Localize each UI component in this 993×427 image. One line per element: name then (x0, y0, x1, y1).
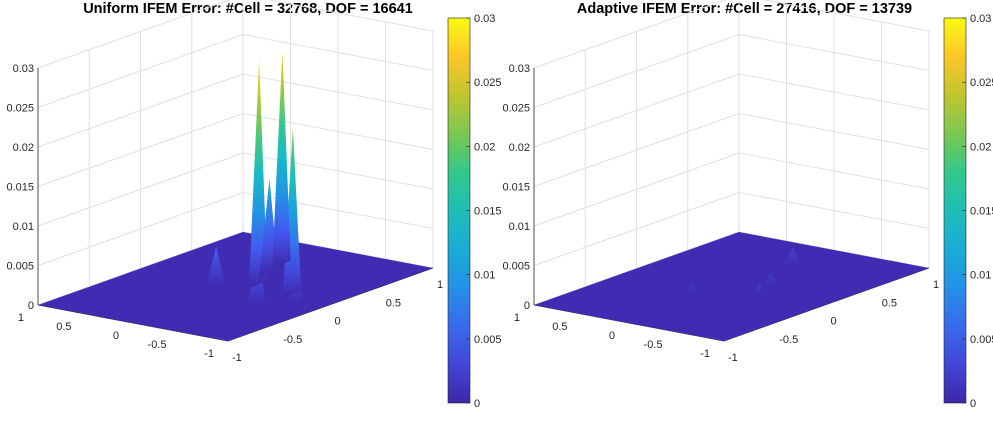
x-tick-label: 0.5 (882, 297, 897, 309)
error-peak (248, 59, 268, 289)
y-tick-label: -0.5 (644, 339, 663, 351)
colorbar-tick-label: 0.02 (474, 141, 495, 153)
z-tick-label: 0 (524, 300, 530, 312)
z-gridline (533, 112, 930, 187)
error-peak (205, 246, 225, 290)
z-gridline (533, 33, 930, 108)
x-tick-label: 0 (831, 316, 837, 328)
z-gridline (37, 152, 434, 227)
z-tick-label: 0.025 (6, 103, 34, 115)
axes-box: 0 0.005 0.01 0.015 0.02 0.025 0.03 -1 1 -0.5 0.5 0 0… (6, 0, 443, 364)
z-tick-label: 0.02 (13, 142, 34, 154)
colorbar-tick-label: 0.005 (970, 334, 993, 346)
chart-title: Uniform IFEM Error: #Cell = 32768, DOF =… (83, 1, 413, 17)
colorbar-tick-label: 0.03 (970, 13, 991, 25)
colorbar-tick-label: 0.005 (474, 334, 502, 346)
colorbar-tick-label: 0.025 (474, 77, 502, 89)
y-tick-label: 0 (113, 330, 119, 342)
error-peak (272, 51, 291, 269)
z-tick-label: 0.005 (6, 261, 34, 273)
z-tick-label: 0.015 (502, 182, 530, 194)
z-tick-label: 0.02 (509, 142, 530, 154)
adaptive-error-plot: Adaptive IFEM Error: #Cell = 27416, DOF … (496, 0, 993, 427)
y-tick-label: -0.5 (148, 339, 167, 351)
colorbar-tick-label: 0.02 (970, 141, 991, 153)
z-gridline (37, 0, 434, 69)
error-peak (760, 272, 779, 292)
z-tick-label: 0.03 (509, 63, 530, 75)
z-gridline (37, 112, 434, 187)
z-tick-label: 0.01 (13, 221, 34, 233)
error-peak (749, 283, 768, 301)
colorbar-tick-label: 0.015 (474, 206, 502, 218)
z-gridline (37, 33, 434, 108)
x-tick-label: 0.5 (386, 297, 401, 309)
x-tick-label: 1 (437, 279, 443, 291)
x-tick-label: -1 (232, 352, 242, 364)
colorbar-tick-label: 0 (970, 398, 976, 410)
error-peak (681, 283, 700, 300)
z-tick-label: 0.005 (502, 261, 530, 273)
y-tick-label: 0.5 (56, 321, 71, 333)
axes-box: 0 0.005 0.01 0.015 0.02 0.025 0.03 -1 1 -0.5 0.5 0 0… (502, 0, 939, 364)
x-tick-label: -0.5 (779, 334, 798, 346)
z-gridline (533, 0, 930, 69)
error-peak (782, 247, 801, 271)
z-tick-label: 0.015 (6, 182, 34, 194)
x-tick-label: 0 (335, 316, 341, 328)
y-tick-label: -1 (700, 348, 710, 360)
surface-plot-svg: 0 0.005 0.01 0.015 0.02 0.025 0.03 -1 1 -0.5 0.5 0 0… (502, 0, 993, 410)
y-tick-label: 0.5 (552, 321, 567, 333)
z-tick-label: 0 (28, 300, 34, 312)
surface-plot-svg: 0 0.005 0.01 0.015 0.02 0.025 0.03 -1 1 -0.5 0.5 0 0… (6, 0, 502, 410)
colorbar-tick-label: 0 (474, 398, 480, 410)
y-tick-label: 0 (609, 330, 615, 342)
colorbar-tick-label: 0.01 (474, 270, 495, 282)
colorbar-tick-label: 0.01 (970, 270, 991, 282)
x-tick-label: -1 (728, 352, 738, 364)
chart-title: Adaptive IFEM Error: #Cell = 27416, DOF … (576, 1, 913, 17)
colorbar-tick-label: 0.015 (970, 206, 993, 218)
y-tick-label: 1 (18, 312, 24, 324)
z-tick-label: 0.03 (13, 63, 34, 75)
z-gridline (37, 73, 434, 148)
surface-floor (38, 232, 433, 341)
y-tick-label: -1 (204, 348, 214, 360)
uniform-error-plot: Uniform IFEM Error: #Cell = 32768, DOF =… (0, 0, 502, 427)
error-peak (695, 256, 714, 269)
z-gridline (533, 152, 930, 227)
z-tick-label: 0.01 (509, 221, 530, 233)
y-tick-label: 1 (514, 312, 520, 324)
x-tick-label: -0.5 (283, 334, 302, 346)
x-tick-label: 1 (933, 279, 939, 291)
surface-floor (534, 232, 929, 341)
z-gridline (533, 73, 930, 148)
z-tick-label: 0.025 (502, 103, 530, 115)
colorbar-tick-label: 0.03 (474, 13, 495, 25)
colorbar-tick-label: 0.025 (970, 77, 993, 89)
